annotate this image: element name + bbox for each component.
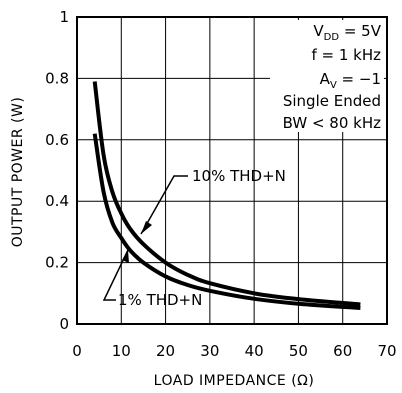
- series-line-0: [92, 81, 361, 307]
- x-tick-label: 60: [333, 342, 352, 360]
- y-tick-label: 0.4: [45, 192, 69, 210]
- series-lines: [92, 81, 361, 310]
- annotation-1pct-arrowhead: [122, 250, 129, 263]
- y-tick-label: 0.6: [45, 131, 69, 149]
- annotation-1pct: 1% THD+N: [102, 249, 202, 309]
- conditions-box: VDD = 5V f = 1 kHz AV = −1 Single Ended …: [270, 20, 384, 132]
- condition-mode: Single Ended: [283, 92, 381, 110]
- series-label-10pct: 10% THD+N: [192, 167, 286, 185]
- tick-labels: 0 10 20 30 40 50 60 70 0 0.2 0.4 0.6 0.8 1: [45, 8, 396, 360]
- y-tick-label: 0.2: [45, 254, 69, 272]
- annotation-10pct-leader: [140, 175, 188, 235]
- y-tick-label: 0.8: [45, 69, 69, 87]
- x-tick-label: 10: [112, 342, 131, 360]
- conditions-background: [270, 20, 384, 132]
- series-line-1: [92, 133, 361, 310]
- y-axis-label: OUTPUT POWER (W): [10, 97, 26, 248]
- x-tick-label: 40: [245, 342, 264, 360]
- x-axis-label: LOAD IMPEDANCE (Ω): [154, 373, 315, 389]
- x-tick-label: 50: [289, 342, 308, 360]
- annotation-10pct: 10% THD+N: [140, 167, 286, 235]
- condition-bandwidth: BW < 80 kHz: [283, 114, 382, 132]
- condition-gain: AV = −1: [320, 70, 381, 91]
- plot-frame: [76, 16, 388, 325]
- annotation-1pct-leader: [102, 249, 129, 301]
- condition-frequency: f = 1 kHz: [311, 46, 381, 64]
- x-tick-label: 70: [377, 342, 396, 360]
- y-tick-label: 0: [59, 315, 69, 333]
- series-label-1pct: 1% THD+N: [118, 291, 202, 309]
- x-tick-label: 20: [156, 342, 175, 360]
- annotation-10pct-arrowhead: [141, 221, 152, 234]
- y-tick-label: 1: [59, 8, 69, 26]
- condition-vdd: VDD = 5V: [313, 22, 381, 43]
- x-tick-label: 30: [200, 342, 219, 360]
- x-tick-label: 0: [72, 342, 82, 360]
